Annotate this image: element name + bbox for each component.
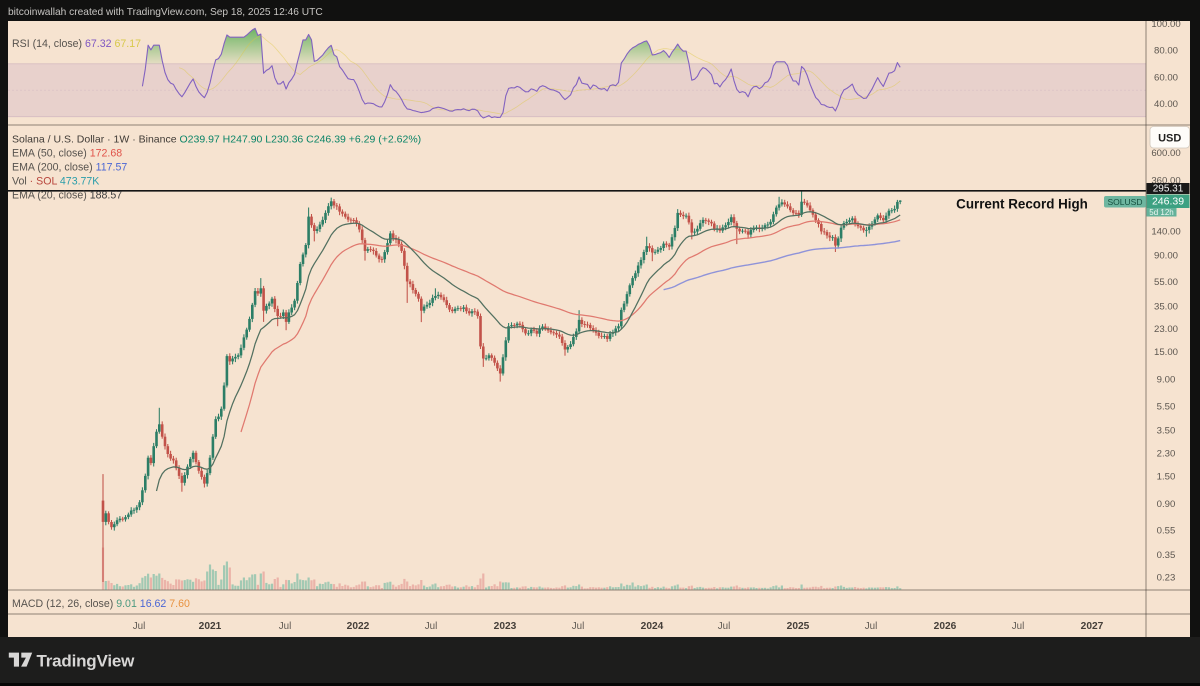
svg-text:295.31: 295.31	[1153, 184, 1184, 195]
svg-text:Jul: Jul	[279, 621, 292, 632]
svg-text:0.90: 0.90	[1157, 499, 1176, 510]
svg-text:EMA (200, close) 117.57: EMA (200, close) 117.57	[12, 162, 127, 174]
svg-text:60.00: 60.00	[1154, 73, 1178, 84]
svg-text:55.00: 55.00	[1154, 277, 1178, 288]
svg-text:Jul: Jul	[865, 621, 878, 632]
svg-text:0.55: 0.55	[1157, 526, 1176, 537]
svg-text:USD: USD	[1158, 133, 1181, 145]
svg-text:5d 12h: 5d 12h	[1149, 208, 1173, 217]
svg-text:9.00: 9.00	[1157, 375, 1176, 386]
svg-text:2026: 2026	[934, 621, 957, 632]
svg-text:MACD (12, 26, close) 9.01 16.6: MACD (12, 26, close) 9.01 16.62 7.60	[12, 598, 190, 610]
svg-text:360.00: 360.00	[1151, 176, 1180, 187]
svg-text:3.50: 3.50	[1157, 426, 1176, 437]
svg-text:TradingView: TradingView	[37, 651, 136, 670]
svg-text:Solana / U.S. Dollar · 1W · Bi: Solana / U.S. Dollar · 1W · Binance O239…	[12, 134, 421, 146]
svg-text:600.00: 600.00	[1151, 148, 1180, 159]
svg-text:EMA (20, close) 188.57: EMA (20, close) 188.57	[12, 190, 122, 202]
svg-text:Jul: Jul	[718, 621, 731, 632]
svg-text:0.35: 0.35	[1157, 550, 1176, 561]
svg-text:100.00: 100.00	[1151, 19, 1180, 30]
svg-text:1.50: 1.50	[1157, 471, 1176, 482]
svg-text:2021: 2021	[199, 621, 222, 632]
svg-text:2024: 2024	[641, 621, 664, 632]
svg-text:Jul: Jul	[1012, 621, 1025, 632]
svg-text:EMA (50, close) 172.68: EMA (50, close) 172.68	[12, 148, 122, 160]
svg-text:80.00: 80.00	[1154, 46, 1178, 57]
svg-text:2.30: 2.30	[1157, 448, 1176, 459]
svg-text:Jul: Jul	[425, 621, 438, 632]
svg-text:35.00: 35.00	[1154, 301, 1178, 312]
svg-text:2027: 2027	[1081, 621, 1104, 632]
svg-text:40.00: 40.00	[1154, 99, 1178, 110]
svg-text:2023: 2023	[494, 621, 517, 632]
svg-text:Vol · SOL 473.77K: Vol · SOL 473.77K	[12, 176, 99, 188]
svg-text:RSI (14, close) 67.32 67.17: RSI (14, close) 67.32 67.17	[12, 38, 141, 50]
svg-text:Jul: Jul	[133, 621, 146, 632]
svg-text:23.00: 23.00	[1154, 324, 1178, 335]
svg-text:90.00: 90.00	[1154, 250, 1178, 261]
svg-text:15.00: 15.00	[1154, 347, 1178, 358]
svg-text:2022: 2022	[347, 621, 370, 632]
svg-text:0.23: 0.23	[1157, 573, 1176, 584]
svg-text:Current Record High: Current Record High	[956, 197, 1088, 212]
svg-text:5.50: 5.50	[1157, 401, 1176, 412]
svg-text:bitcoinwallah created with Tra: bitcoinwallah created with TradingView.c…	[8, 7, 323, 18]
svg-text:Jul: Jul	[572, 621, 585, 632]
svg-text:2025: 2025	[787, 621, 810, 632]
svg-text:SOLUSD: SOLUSD	[1108, 197, 1143, 207]
svg-text:140.00: 140.00	[1151, 227, 1180, 238]
svg-text:246.39: 246.39	[1152, 196, 1184, 208]
